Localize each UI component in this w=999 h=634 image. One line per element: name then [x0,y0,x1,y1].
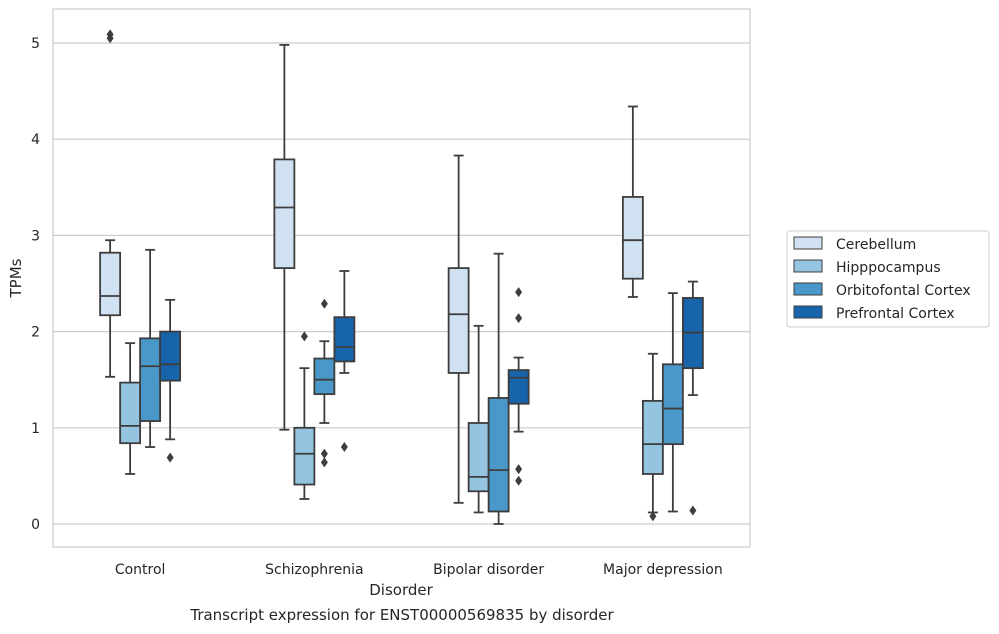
box-0-3 [621,105,644,298]
box-3-0 [159,298,182,463]
box-body [641,399,664,475]
outlier-point [320,298,328,309]
box-body [467,422,490,493]
legend: Cerebellum Hipppocampus Orbitofontal Corte… [786,230,990,328]
y-tick-label: 0 [31,517,40,533]
x-tick-label: Bipolar disorder [433,562,544,578]
box-body [159,330,182,382]
legend-swatch [793,236,823,250]
box-body [661,363,684,446]
boxplot-chart: 0 1 2 3 4 5 Control Schizophrenia Bipolar disor… [7,8,990,599]
legend-label: Hipppocampus [836,260,941,276]
outlier-point [166,452,174,463]
box-1-3 [641,352,664,522]
legend-label: Cerebellum [836,237,916,253]
outlier-point [106,29,114,40]
box-body [139,337,162,422]
box-body [293,426,316,486]
y-tick-label: 3 [31,228,40,244]
legend-label: Prefrontal Cortex [836,306,955,322]
outlier-point [320,448,328,459]
y-tick-label: 1 [31,421,40,437]
y-tick-label: 4 [31,132,40,148]
box-3-3 [681,280,704,516]
box-2-1 [313,298,336,468]
plot-frame [52,8,751,548]
box-2-2 [487,252,510,525]
outlier-point [340,442,348,453]
x-tick-label: Schizophrenia [265,562,363,578]
y-tick-label: 2 [31,325,40,341]
box-body [313,357,336,396]
box-series [99,29,704,525]
outlier-point [300,331,308,342]
box-body [273,158,296,270]
box-body [621,196,644,280]
box-body [333,316,356,363]
x-tick-label: Major depression [603,562,723,578]
outlier-point [649,511,657,522]
box-body [99,251,122,317]
box-body [119,381,142,445]
box-0-0 [99,29,122,378]
outlier-point [320,457,328,468]
box-2-0 [139,248,162,448]
box-1-0 [119,342,142,475]
box-body [447,267,470,374]
x-axis-label: Disorder [369,581,433,599]
box-3-1 [333,270,356,453]
outlier-point [515,475,523,486]
box-body [487,397,510,513]
outlier-point [515,287,523,298]
box-body [507,369,530,405]
legend-frame [786,230,990,328]
x-tick-label: Control [115,562,166,578]
legend-swatch [793,305,823,319]
outlier-point [515,313,523,324]
legend-swatch [793,282,823,296]
x-axis-ticks: Control Schizophrenia Bipolar disorder Majo… [115,562,723,578]
y-tick-label: 5 [31,36,40,52]
outlier-point [515,464,523,475]
y-axis-ticks: 0 1 2 3 4 5 [31,36,40,533]
box-1-1 [293,331,316,500]
box-1-2 [467,324,490,514]
chart-caption: Transcript expression for ENST0000056983… [190,606,614,624]
legend-swatch [793,259,823,273]
legend-label: Orbitofontal Cortex [836,283,971,299]
box-3-2 [507,287,530,486]
box-0-1 [273,44,296,431]
box-2-3 [661,292,684,513]
outlier-point [689,505,697,516]
box-0-2 [447,154,470,504]
y-axis-label: TPMs [7,258,25,298]
